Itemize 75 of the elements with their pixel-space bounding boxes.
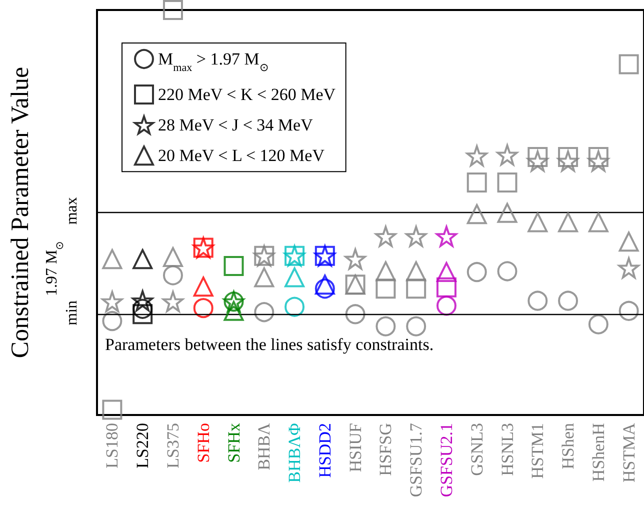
point	[224, 256, 244, 276]
x-tick-label: HSDD2	[315, 423, 334, 478]
x-tick-label: GSFSU1.7	[406, 422, 426, 498]
ref-line-label: max	[64, 197, 80, 225]
x-tick-label: HSTMA	[619, 422, 638, 483]
point	[497, 172, 518, 193]
point	[436, 277, 456, 298]
x-tick-label: HShenH	[588, 423, 608, 482]
point	[466, 262, 487, 282]
x-tick-label: GSNL3	[467, 423, 486, 476]
x-tick-label: BHBΛΦ	[285, 423, 304, 483]
point	[497, 261, 518, 282]
point	[345, 304, 366, 324]
point	[466, 172, 487, 193]
x-tick-label: SFHo	[194, 423, 213, 463]
point	[528, 212, 548, 232]
point	[376, 316, 396, 336]
point	[466, 145, 488, 166]
point	[436, 226, 457, 247]
x-tick-label: HSNL3	[498, 423, 517, 476]
x-tick-label: SFHx	[224, 422, 244, 463]
point	[558, 290, 578, 311]
x-tick-label: HShen	[558, 422, 578, 470]
x-tick-label: HSFSG	[376, 423, 396, 476]
point	[102, 311, 122, 332]
x-tick-label: LS375	[163, 423, 182, 468]
legend-label: 220 MeV < K < 260 MeV	[158, 84, 336, 104]
point	[496, 144, 518, 166]
point	[618, 300, 639, 321]
x-tick-label: LS180	[102, 423, 122, 468]
point	[436, 296, 456, 316]
point	[314, 278, 335, 299]
point	[466, 204, 487, 224]
x-tick-label: HSIUF	[346, 423, 365, 472]
point	[314, 274, 335, 295]
point	[132, 304, 153, 324]
text: 1.97 M⊙	[44, 242, 66, 296]
point	[558, 212, 578, 232]
point	[193, 298, 214, 318]
point	[284, 267, 305, 288]
point	[102, 400, 122, 420]
legend-label: 28 MeV < J < 34 MeV	[158, 116, 314, 135]
point	[618, 54, 639, 74]
point	[436, 262, 456, 282]
point	[406, 226, 427, 247]
point	[528, 290, 548, 311]
point	[254, 302, 274, 322]
legend-label: 20 MeV < L < 120 MeV	[158, 146, 326, 166]
point	[376, 278, 396, 299]
point	[193, 276, 214, 297]
annotation: Parameters between the lines satisfy constraints.	[105, 335, 434, 354]
point	[162, 0, 183, 20]
point	[406, 261, 426, 282]
point	[284, 296, 305, 317]
point	[375, 226, 396, 247]
y-axis-title: Constrained Parameter Value	[7, 66, 34, 358]
point	[406, 316, 426, 336]
point	[376, 261, 396, 282]
point	[102, 249, 122, 270]
point	[132, 249, 153, 270]
point	[132, 290, 154, 312]
point	[618, 232, 639, 252]
point	[406, 278, 426, 299]
x-tick-label: GSFSU2.1	[436, 423, 456, 498]
x-tick-label: LS220	[133, 423, 152, 468]
point	[618, 257, 640, 278]
point	[588, 212, 608, 232]
x-tick-label: HSTM1	[528, 423, 548, 479]
point	[497, 202, 518, 223]
point	[588, 314, 608, 334]
point	[254, 267, 274, 288]
ref-line-label: min	[64, 300, 80, 326]
point	[162, 265, 183, 286]
point	[162, 247, 183, 268]
x-tick-label: BHBΛ	[254, 422, 274, 470]
